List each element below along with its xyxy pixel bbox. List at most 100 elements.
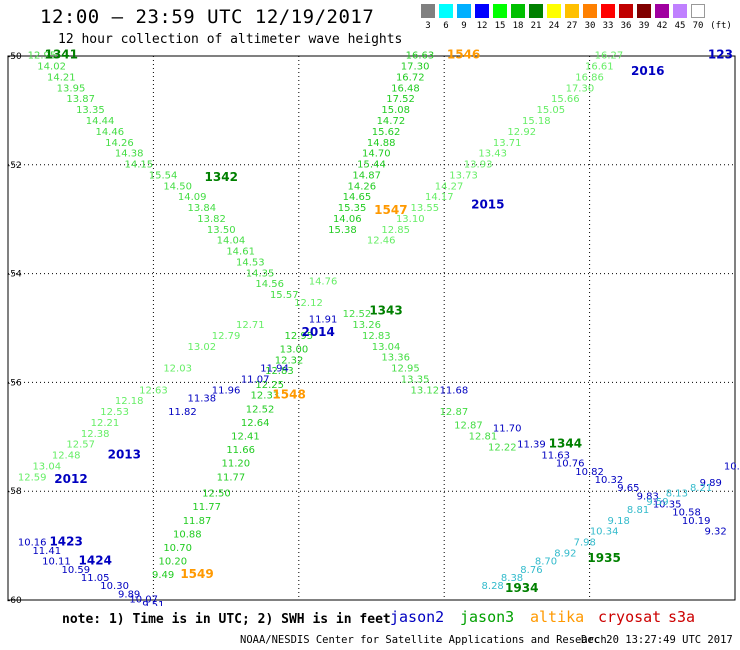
wave-height-label: 9.89 — [700, 478, 722, 489]
wave-height-label: 12.95 — [28, 51, 57, 62]
wave-height-label: 16.86 — [575, 72, 604, 83]
wave-height-label: 10.32 — [595, 475, 624, 486]
wave-height-label: 10.16 — [18, 538, 47, 549]
wave-height-label: 10.76 — [556, 459, 585, 470]
wave-height-label: 9.49 — [152, 570, 174, 581]
footer-note: note: 1) Time is in UTC; 2) SWH is in fe… — [62, 612, 391, 627]
wave-height-label: 16.27 — [595, 51, 624, 62]
wave-height-label: 13.95 — [57, 83, 86, 94]
wave-height-label: 9.59 — [646, 497, 668, 508]
y-tick-label: -60 — [7, 596, 22, 606]
wave-height-label: 12.21 — [91, 418, 120, 429]
scale-unit: (ft) — [710, 21, 732, 31]
wave-height-label: 10.11 — [42, 557, 71, 568]
scale-swatch — [493, 4, 507, 18]
wave-height-label: 12.32 — [275, 355, 304, 366]
wave-height-label: 12.03 — [163, 364, 192, 375]
wave-height-label: 10.0 — [724, 461, 740, 472]
wave-height-label: 14.27 — [435, 181, 464, 192]
scale-label: 12 — [476, 21, 488, 31]
wave-height-label: 10.82 — [575, 467, 604, 478]
track-id-label: 1424 — [79, 554, 112, 568]
wave-height-label: 14.26 — [347, 181, 376, 192]
track-id-label: 1344 — [549, 437, 582, 451]
scale-swatch — [421, 4, 435, 18]
wave-height-label: 8.38 — [501, 573, 523, 584]
scale-label: 42 — [656, 21, 668, 31]
wave-height-label: 8.92 — [554, 548, 576, 559]
wave-height-label: 14.02 — [37, 62, 66, 73]
scale-label: 3 — [425, 21, 431, 31]
scale-swatch — [691, 4, 705, 18]
wave-height-label: 13.43 — [478, 149, 507, 160]
page-title: 12:00 – 23:59 UTC 12/19/2017 — [40, 6, 375, 28]
wave-height-label: 11.91 — [309, 315, 338, 326]
y-tick-label: -50 — [7, 52, 22, 62]
scale-swatch — [565, 4, 579, 18]
wave-height-plot: 151821242730-50-52-54-56-58-6012.9514.02… — [7, 48, 740, 606]
wave-height-label: 17.52 — [386, 94, 415, 105]
wave-height-label: 12.52 — [343, 309, 372, 320]
scale-label: 33 — [602, 21, 614, 31]
wave-height-label: 14.17 — [425, 192, 454, 203]
wave-height-label: 14.50 — [163, 181, 192, 192]
wave-height-label: 9.65 — [617, 483, 639, 494]
wave-height-label: 13.02 — [188, 342, 217, 353]
satellite-jason2: jason2 — [390, 608, 445, 626]
wave-height-label: 14.72 — [377, 116, 406, 127]
wave-height-label: 12.22 — [488, 442, 517, 453]
scale-swatch — [583, 4, 597, 18]
wave-height-label: 13.04 — [32, 461, 61, 472]
wave-height-label: 12.79 — [212, 331, 241, 342]
satellite-jason3: jason3 — [460, 608, 515, 626]
track-id-label: 1934 — [505, 581, 538, 595]
wave-height-label: 10.34 — [590, 527, 619, 538]
track-id-label: 2012 — [54, 472, 87, 486]
wave-height-label: 11.38 — [188, 393, 217, 404]
wave-height-label: 8.13 — [666, 489, 688, 500]
scale-swatch — [673, 4, 687, 18]
track-id-label: 1546 — [447, 48, 480, 62]
scale-swatch — [655, 4, 669, 18]
wave-height-label: 13.35 — [76, 105, 105, 116]
wave-height-label: 16.61 — [585, 62, 614, 73]
wave-height-label: 8.70 — [535, 557, 557, 568]
satellite-altika: altika — [530, 608, 585, 626]
wave-height-label: 13.93 — [464, 160, 493, 171]
wave-height-label: 14.09 — [178, 192, 207, 203]
wave-height-label: 11.63 — [541, 451, 570, 462]
wave-height-label: 14.88 — [367, 138, 396, 149]
wave-height-label: 13.10 — [396, 214, 425, 225]
wave-height-label: 11.77 — [217, 472, 246, 483]
wave-height-label: 14.26 — [105, 138, 134, 149]
y-tick-label: -52 — [7, 161, 22, 171]
wave-height-label: 11.05 — [81, 573, 110, 584]
scale-swatch — [511, 4, 525, 18]
wave-height-label: 13.26 — [352, 320, 381, 331]
wave-height-label: 16.48 — [391, 83, 420, 94]
scale-label: 24 — [548, 21, 560, 31]
scale-label: 39 — [638, 21, 650, 31]
wave-height-label: 12.33 — [251, 391, 280, 402]
wave-height-label: 14.21 — [47, 72, 76, 83]
wave-height-label: 14.15 — [125, 160, 154, 171]
wave-height-label: 12.95 — [391, 364, 420, 375]
scale-swatch — [529, 4, 543, 18]
wave-height-label: 12.25 — [255, 380, 284, 391]
wave-height-label: 9.51 — [142, 600, 164, 606]
wave-height-label: 14.53 — [236, 257, 265, 268]
wave-height-label: 17.30 — [401, 62, 430, 73]
wave-height-label: 9.18 — [608, 516, 630, 527]
track-id-label: 1549 — [180, 567, 213, 581]
wave-height-label: 11.82 — [168, 407, 197, 418]
scale-swatch — [601, 4, 615, 18]
wave-height-label: 14.35 — [246, 268, 275, 279]
scale-swatch — [619, 4, 633, 18]
wave-height-label: 12.46 — [367, 236, 396, 247]
wave-height-label: 12.12 — [294, 298, 323, 309]
wave-height-label: 13.73 — [449, 170, 478, 181]
wave-height-label: 15.62 — [372, 127, 401, 138]
wave-height-label: 12.83 — [362, 331, 391, 342]
satellite-s3a: s3a — [668, 608, 696, 626]
wave-height-label: 14.76 — [309, 276, 338, 287]
